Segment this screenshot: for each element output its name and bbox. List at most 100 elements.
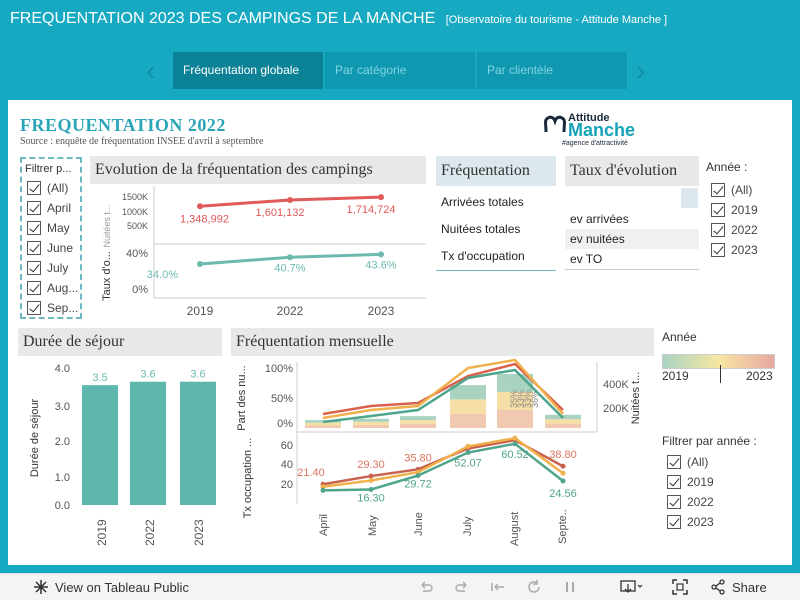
- checkbox-icon[interactable]: [711, 223, 725, 237]
- tx-point: [368, 486, 374, 492]
- month-filter-option[interactable]: May: [27, 218, 80, 238]
- month-filter-option[interactable]: Aug...: [27, 278, 80, 298]
- frequentation-row: Arrivées totales: [441, 195, 524, 209]
- tx-point: [465, 443, 471, 449]
- view-on-tableau-link[interactable]: View on Tableau Public: [55, 580, 189, 595]
- tableau-logo-icon: [34, 580, 48, 594]
- tx-point: [560, 478, 566, 484]
- annee-filter-option[interactable]: 2022: [711, 220, 786, 240]
- part-axis-label: Part des nu...: [236, 365, 248, 430]
- checkbox-icon[interactable]: [711, 203, 725, 217]
- month-filter-option[interactable]: April: [27, 198, 80, 218]
- nuitees-data-label: 1,714,724: [347, 204, 396, 216]
- month-filter-option[interactable]: July: [27, 258, 80, 278]
- checkbox-icon[interactable]: [667, 495, 681, 509]
- year-filter: Filtrer par année : (All) 2019 2022 2023: [662, 434, 790, 532]
- undo-icon[interactable]: [418, 580, 434, 594]
- taux-data-label: 34.0%: [147, 269, 178, 281]
- mensuelle-share-bar: [353, 421, 389, 425]
- annee-filter-title: Année :: [706, 160, 748, 174]
- tab-frequentation-globale[interactable]: Fréquentation globale: [173, 52, 323, 89]
- nuitees-axis-label: Nuitées t...: [102, 204, 112, 247]
- prev-arrow-icon[interactable]: ‹: [146, 55, 156, 86]
- taux-evolution-row: ev TO: [570, 252, 603, 266]
- legend-min: 2019: [662, 369, 689, 383]
- nuitees-point: [197, 203, 203, 210]
- tx-tick: 60: [281, 440, 293, 452]
- year-filter-option[interactable]: 2019: [667, 472, 790, 492]
- year-filter-option[interactable]: 2023: [667, 512, 790, 532]
- month-filter-option[interactable]: Sep...: [27, 298, 80, 318]
- checkbox-icon[interactable]: [711, 243, 725, 257]
- checkbox-icon[interactable]: [27, 241, 41, 255]
- tx-point: [512, 435, 518, 441]
- next-arrow-icon[interactable]: ›: [636, 55, 646, 86]
- tx-point: [415, 473, 421, 479]
- mensuelle-nuitees-line: [322, 358, 564, 420]
- mensuelle-nuitees-line: [322, 368, 564, 424]
- tx-point: [560, 470, 566, 476]
- nuitees-point: [287, 196, 293, 203]
- nuitees-tick: 1500K: [122, 192, 148, 202]
- mensuelle-share-bar: [497, 391, 533, 410]
- download-icon[interactable]: [620, 579, 644, 595]
- taux-point: [287, 254, 293, 261]
- duree-axis-label: Durée de séjour: [29, 399, 41, 478]
- year-filter-title: Filtrer par année :: [662, 434, 757, 448]
- revert-icon[interactable]: [490, 580, 506, 594]
- redo-icon[interactable]: [454, 580, 470, 594]
- legend-gradient: [662, 354, 775, 369]
- duree-data-label: 3.5: [92, 372, 107, 384]
- checkbox-icon[interactable]: [667, 455, 681, 469]
- annee-filter-option[interactable]: 2023: [711, 240, 786, 260]
- checkbox-icon[interactable]: [27, 281, 41, 295]
- checkbox-icon[interactable]: [667, 475, 681, 489]
- month-filter-option[interactable]: June: [27, 238, 80, 258]
- evolution-chart: Nuitées t... Taux d'o... 1500K 1000K 500…: [101, 186, 426, 318]
- taux-evolution-header-cell: [681, 188, 698, 208]
- mensuelle-share-label: 33%: [516, 390, 526, 408]
- share-button[interactable]: Share: [732, 580, 767, 595]
- tx-2019-label: 38.80: [549, 449, 577, 461]
- checkbox-icon[interactable]: [711, 183, 725, 197]
- taux-evolution-row: ev nuitées: [565, 229, 699, 249]
- duree-year-tick: 2023: [192, 519, 206, 546]
- legend-title: Année: [662, 330, 697, 344]
- checkbox-icon[interactable]: [27, 221, 41, 235]
- annee-filter-option[interactable]: (All): [711, 180, 786, 200]
- checkbox-icon[interactable]: [27, 301, 41, 315]
- tab-par-categorie[interactable]: Par catégorie: [325, 52, 475, 89]
- annee-filter-option[interactable]: 2019: [711, 200, 786, 220]
- evolution-panel-title: Evolution de la fréquentation des campin…: [90, 156, 426, 184]
- tab-par-clientele[interactable]: Par clientèle: [477, 52, 627, 89]
- fullscreen-icon[interactable]: [672, 579, 688, 595]
- share-icon[interactable]: [710, 579, 726, 595]
- duree-tick: 3.0: [55, 401, 70, 413]
- month-filter-option[interactable]: (All): [27, 178, 80, 198]
- duree-panel-title: Durée de séjour: [18, 328, 222, 356]
- mensuelle-share-label: 36%: [530, 390, 540, 408]
- checkbox-icon[interactable]: [667, 515, 681, 529]
- tx-axis-label: Tx occupation ...: [242, 438, 254, 519]
- nuitees-data-label: 1,601,132: [256, 207, 305, 219]
- checkbox-icon[interactable]: [27, 261, 41, 275]
- frequentation-row: Tx d'occupation: [441, 249, 525, 263]
- tx-point: [368, 478, 374, 483]
- checkbox-icon[interactable]: [27, 181, 41, 195]
- duree-bar: [82, 385, 118, 505]
- duree-tick: 2.0: [55, 436, 70, 448]
- taux-axis-label: Taux d'o...: [101, 251, 113, 301]
- refresh-icon[interactable]: [526, 580, 542, 594]
- month-tick: July: [462, 516, 474, 536]
- nuitees-month-tick: 200K: [603, 403, 629, 415]
- tx-line: [322, 442, 564, 492]
- checkbox-icon[interactable]: [27, 201, 41, 215]
- tx-point: [465, 450, 471, 456]
- taux-evolution-panel-title: Taux d'évolution: [565, 156, 699, 186]
- year-filter-option[interactable]: 2022: [667, 492, 790, 512]
- tx-2023-label: 60.52: [501, 449, 529, 461]
- pause-icon[interactable]: [562, 580, 578, 594]
- year-filter-option[interactable]: (All): [667, 452, 790, 472]
- tx-tick: 20: [281, 479, 293, 491]
- duree-chart: Durée de séjour 4.0 3.0 2.0 1.0 0.0 3.5 3…: [29, 363, 216, 546]
